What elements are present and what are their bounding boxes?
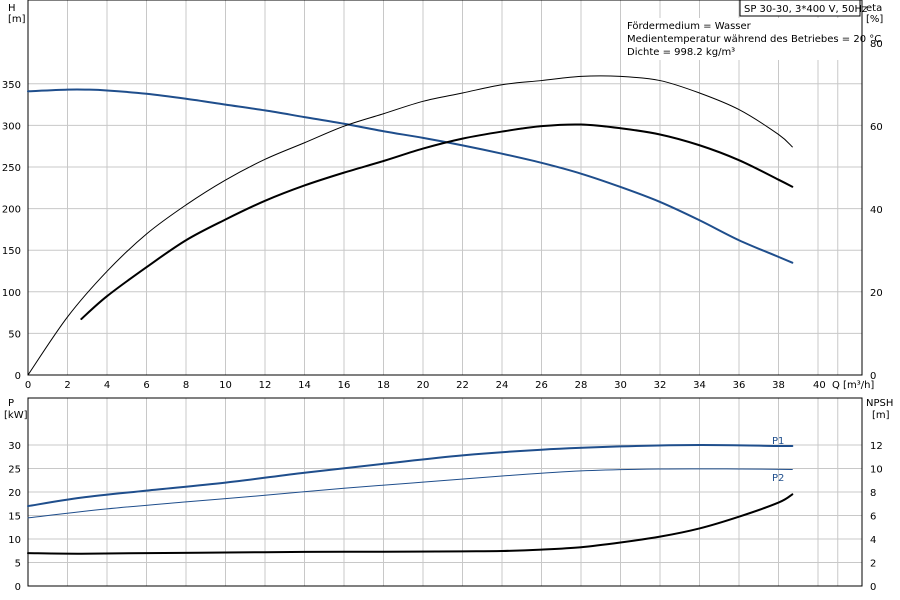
efficiency-curve-total (80, 123, 794, 321)
upper-right-axis-unit: [%] (866, 14, 883, 25)
p1-power-curve (27, 443, 794, 508)
upper-right-tick-labels: 020406080100 (870, 39, 883, 382)
p1-series-label: P1 (772, 436, 784, 447)
left-tick-label: 250 (2, 163, 21, 174)
x-tick-label: 12 (259, 380, 272, 391)
lower-right-axis-unit: [m] (872, 410, 890, 421)
x-tick-label: 10 (219, 380, 232, 391)
upper-left-axis-unit: [m] (8, 14, 26, 25)
upper-left-axis-title: H (8, 3, 16, 14)
head-curve (27, 88, 794, 264)
x-tick-label: 24 (496, 380, 509, 391)
upper-grid (28, 0, 862, 375)
x-tick-label: 22 (456, 380, 469, 391)
x-tick-label: 34 (693, 380, 706, 391)
x-tick-label: 38 (772, 380, 785, 391)
p2-series-label: P2 (772, 473, 784, 484)
left-tick-label: 0 (15, 582, 21, 593)
x-tick-label: 16 (338, 380, 351, 391)
left-tick-label: 350 (2, 80, 21, 91)
npsh-curve (27, 493, 794, 555)
left-tick-label: 0 (15, 371, 21, 382)
left-tick-label: 15 (8, 512, 21, 523)
p2-power-curve (27, 468, 793, 519)
efficiency-curve-eta (27, 75, 793, 376)
note-medium: Fördermedium = Wasser (627, 21, 752, 32)
upper-series (27, 75, 794, 376)
left-tick-label: 150 (2, 246, 21, 257)
upper-plot-frame (27, 0, 863, 376)
x-tick-label: 8 (183, 380, 189, 391)
left-tick-label: 10 (8, 535, 21, 546)
left-tick-label: 200 (2, 205, 21, 216)
lower-right-tick-labels: 0 2 4 6 8 10 12 (870, 441, 883, 593)
lower-series (27, 443, 794, 555)
title-box (739, 0, 861, 17)
chart-title: SP 30-30, 3*400 V, 50Hz (744, 4, 867, 15)
lower-left-tick-labels: 0 5 10 15 20 25 30 (8, 441, 21, 593)
right-tick-label: 40 (870, 205, 883, 216)
left-tick-label: 100 (2, 288, 21, 299)
right-tick-label: 20 (870, 288, 883, 299)
x-tick-label: 26 (535, 380, 548, 391)
left-tick-label: 50 (8, 329, 21, 340)
right-tick-label: 6 (870, 512, 876, 523)
note-temperature: Medientemperatur während des Betriebes =… (627, 34, 881, 45)
upper-x-tick-labels: 0 2 4 6 8 10 12 14 16 18 20 22 24 26 28 30 32 34 36 38 40 (25, 380, 826, 391)
x-tick-label: 6 (143, 380, 149, 391)
right-tick-label: 0 (870, 371, 876, 382)
lower-left-axis-title: P (8, 398, 14, 409)
x-tick-label: 28 (575, 380, 588, 391)
right-tick-label: 2 (870, 559, 876, 570)
right-tick-label: 0 (870, 582, 876, 593)
lower-left-axis-unit: [kW] (4, 410, 28, 421)
right-tick-label: 80 (870, 39, 883, 50)
note-density: Dichte = 998.2 kg/m³ (627, 47, 735, 58)
x-tick-label: 30 (614, 380, 627, 391)
left-tick-label: 20 (8, 488, 21, 499)
right-tick-label: 8 (870, 488, 876, 499)
x-tick-label: 0 (25, 380, 31, 391)
notes-box (622, 18, 860, 60)
left-tick-label: 25 (8, 465, 21, 476)
left-tick-label: 30 (8, 441, 21, 452)
x-tick-label: 4 (104, 380, 110, 391)
x-tick-label: 2 (64, 380, 70, 391)
x-tick-label: 32 (654, 380, 667, 391)
upper-right-axis-title: eta (866, 3, 882, 14)
lower-plot-frame (27, 397, 863, 587)
x-tick-label: 36 (733, 380, 746, 391)
x-tick-label: 40 (813, 380, 826, 391)
x-tick-label: 14 (298, 380, 311, 391)
right-tick-label: 12 (870, 441, 883, 452)
right-tick-label: 4 (870, 535, 876, 546)
power-npsh-chart: P [kW] NPSH [m] 0 5 10 15 20 25 30 0 2 4 6 8 10 12 P… (4, 397, 893, 593)
x-tick-label: 20 (417, 380, 430, 391)
upper-left-tick-labels: 0 50 100 150 200 250 300 350 (2, 80, 21, 382)
x-tick-label: 18 (377, 380, 390, 391)
right-tick-label: 60 (870, 122, 883, 133)
x-axis-label: Q [m³/h] (832, 380, 874, 391)
left-tick-label: 300 (2, 121, 21, 132)
lower-right-axis-title: NPSH (866, 398, 893, 409)
right-tick-label: 10 (870, 465, 883, 476)
left-tick-label: 5 (15, 559, 21, 570)
